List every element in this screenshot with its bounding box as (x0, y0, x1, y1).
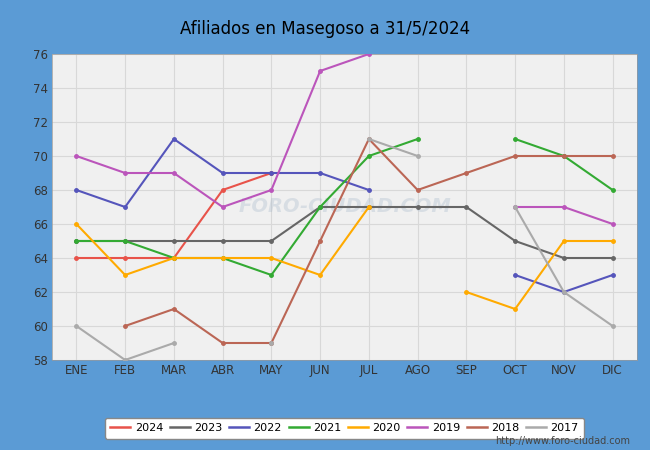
Legend: 2024, 2023, 2022, 2021, 2020, 2019, 2018, 2017: 2024, 2023, 2022, 2021, 2020, 2019, 2018… (105, 418, 584, 439)
Text: FORO-CIUDAD.COM: FORO-CIUDAD.COM (238, 198, 451, 216)
Text: http://www.foro-ciudad.com: http://www.foro-ciudad.com (495, 436, 630, 446)
Text: Afiliados en Masegoso a 31/5/2024: Afiliados en Masegoso a 31/5/2024 (180, 20, 470, 38)
